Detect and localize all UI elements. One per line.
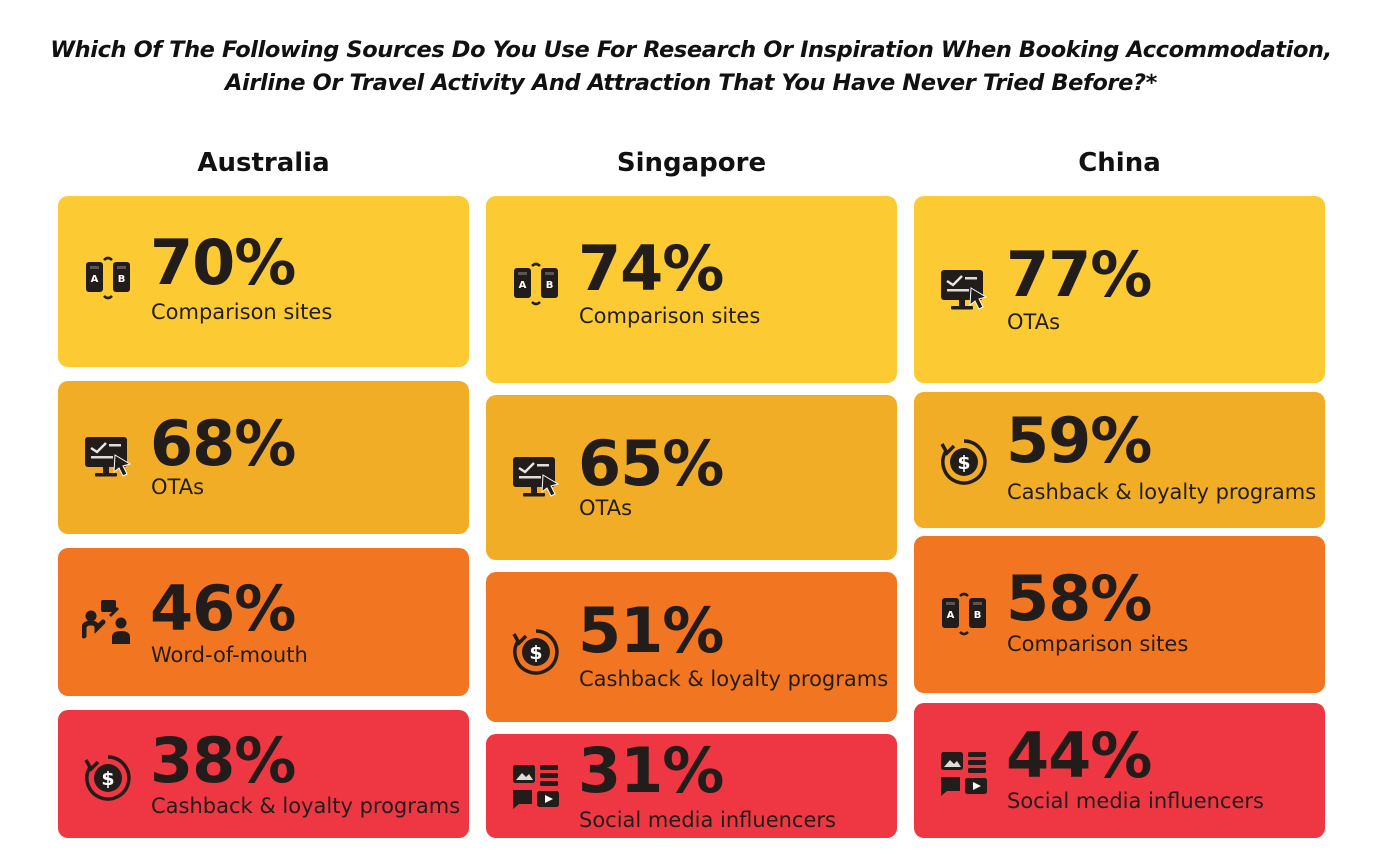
svg-text:B: B xyxy=(118,274,126,285)
source-label: Word-of-mouth xyxy=(151,643,308,667)
card-australia-word-of-mouth: 46% Word-of-mouth xyxy=(58,548,469,696)
percentage-value: 31% xyxy=(578,734,724,807)
source-label: OTAs xyxy=(151,475,205,499)
percentage-value: 44% xyxy=(1006,719,1152,792)
svg-text:$: $ xyxy=(957,452,970,474)
percentage-value: 70% xyxy=(150,226,296,299)
social-media-icon xyxy=(938,747,990,799)
svg-text:$: $ xyxy=(529,642,542,664)
card-singapore-social-media: 31% Social media influencers xyxy=(486,734,897,838)
column-header-singapore: Singapore xyxy=(616,148,767,178)
card-china-otas: 77% OTAs xyxy=(914,196,1325,383)
source-label: Cashback & loyalty programs xyxy=(151,794,461,818)
percentage-value: 77% xyxy=(1006,238,1152,311)
column-header-china: China xyxy=(1078,148,1161,178)
svg-text:A: A xyxy=(519,280,527,291)
percentage-value: 59% xyxy=(1006,404,1152,477)
card-china-cashback: $ 59% Cashback & loyalty programs xyxy=(914,392,1325,528)
percentage-value: 65% xyxy=(578,427,724,500)
column-header-australia: Australia xyxy=(197,148,330,178)
cashback-icon: $ xyxy=(510,626,562,678)
svg-text:B: B xyxy=(974,610,982,621)
source-label: Social media influencers xyxy=(1007,789,1264,813)
source-label: OTAs xyxy=(579,496,633,520)
chart-title: Which Of The Following Sources Do You Us… xyxy=(0,34,1382,100)
card-singapore-cashback: $ 51% Cashback & loyalty programs xyxy=(486,572,897,722)
source-label: Comparison sites xyxy=(1007,632,1189,656)
card-singapore-otas: 65% OTAs xyxy=(486,395,897,560)
ota-monitor-icon xyxy=(82,431,134,483)
social-media-icon xyxy=(510,760,562,812)
source-label: Cashback & loyalty programs xyxy=(579,667,889,691)
source-label: Comparison sites xyxy=(579,304,761,328)
svg-text:A: A xyxy=(91,274,99,285)
ota-monitor-icon xyxy=(510,451,562,503)
source-label: OTAs xyxy=(1007,310,1061,334)
card-australia-cashback: $ 38% Cashback & loyalty programs xyxy=(58,710,469,838)
svg-text:$: $ xyxy=(101,768,114,790)
word-of-mouth-icon xyxy=(82,596,134,648)
percentage-value: 58% xyxy=(1006,562,1152,635)
percentage-value: 46% xyxy=(150,572,296,645)
cashback-icon: $ xyxy=(82,752,134,804)
percentage-value: 51% xyxy=(578,594,724,667)
card-china-social-media: 44% Social media influencers xyxy=(914,703,1325,838)
percentage-value: 74% xyxy=(578,232,724,305)
source-label: Comparison sites xyxy=(151,300,333,324)
card-australia-otas: 68% OTAs xyxy=(58,381,469,534)
chart-title-line-1: Which Of The Following Sources Do You Us… xyxy=(50,37,1332,63)
source-label: Cashback & loyalty programs xyxy=(1007,480,1317,504)
svg-text:B: B xyxy=(546,280,554,291)
percentage-value: 38% xyxy=(150,724,296,797)
cashback-icon: $ xyxy=(938,436,990,488)
ota-monitor-icon xyxy=(938,264,990,316)
chart-title-line-2: Airline Or Travel Activity And Attractio… xyxy=(225,70,1157,96)
percentage-value: 68% xyxy=(150,407,296,480)
svg-text:A: A xyxy=(947,610,955,621)
source-label: Social media influencers xyxy=(579,808,836,832)
